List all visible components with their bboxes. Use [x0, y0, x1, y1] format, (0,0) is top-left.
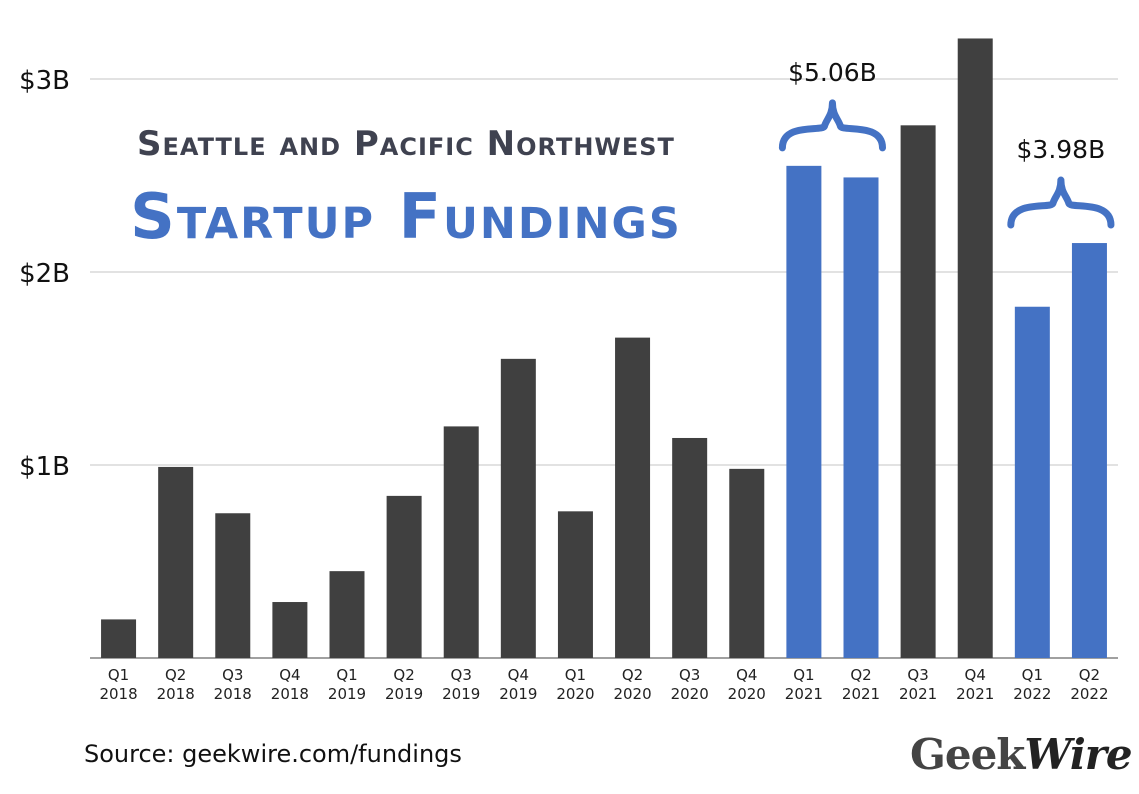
x-tick-label-year: 2019 — [385, 685, 423, 703]
chart-title: Startup Fundings — [130, 180, 682, 253]
bar — [957, 38, 993, 659]
x-tick-label-quarter: Q2 — [393, 666, 414, 684]
y-axis-tick-labels: $1B $2B $3B — [19, 66, 70, 482]
bar — [101, 619, 137, 658]
x-tick-label-quarter: Q2 — [850, 666, 871, 684]
annotation-label: $3.98B — [1017, 135, 1106, 164]
x-tick-label-quarter: Q3 — [907, 666, 928, 684]
bar — [500, 358, 536, 658]
x-tick-label-year: 2019 — [442, 685, 480, 703]
bar — [215, 513, 251, 658]
bar — [272, 602, 308, 658]
x-tick-label-quarter: Q2 — [1079, 666, 1100, 684]
x-tick-label-year: 2021 — [785, 685, 823, 703]
x-tick-label-year: 2019 — [499, 685, 537, 703]
x-tick-label-quarter: Q1 — [336, 666, 357, 684]
x-tick-label-year: 2018 — [99, 685, 137, 703]
x-tick-label-quarter: Q4 — [508, 666, 529, 684]
bar — [1071, 243, 1107, 659]
x-tick-label-quarter: Q1 — [1022, 666, 1043, 684]
x-tick-label-year: 2018 — [157, 685, 195, 703]
y-tick-label: $3B — [19, 66, 70, 96]
bar — [158, 466, 194, 658]
bar — [443, 426, 479, 658]
bar — [329, 571, 365, 658]
x-tick-label-quarter: Q1 — [793, 666, 814, 684]
x-tick-label-year: 2021 — [956, 685, 994, 703]
x-tick-label-quarter: Q1 — [108, 666, 129, 684]
geekwire-logo: GeekWire — [910, 730, 1133, 779]
bar — [672, 437, 708, 658]
y-tick-label: $2B — [19, 259, 70, 289]
logo-text-wire: Wire — [1024, 730, 1132, 779]
x-tick-label-quarter: Q3 — [679, 666, 700, 684]
x-tick-label-year: 2020 — [728, 685, 766, 703]
brace-annotation — [778, 99, 886, 152]
x-tick-label-year: 2022 — [1013, 685, 1051, 703]
logo-text-geek: Geek — [910, 730, 1025, 779]
x-tick-label-year: 2020 — [671, 685, 709, 703]
x-tick-label-quarter: Q4 — [736, 666, 757, 684]
y-tick-label: $1B — [19, 452, 70, 482]
x-tick-label-year: 2020 — [556, 685, 594, 703]
x-tick-label-year: 2020 — [613, 685, 651, 703]
bars — [101, 38, 1107, 659]
source-note: Source: geekwire.com/fundings — [84, 740, 462, 768]
x-tick-label-quarter: Q4 — [965, 666, 986, 684]
x-tick-label-quarter: Q3 — [222, 666, 243, 684]
x-tick-label-year: 2021 — [842, 685, 880, 703]
bar — [786, 165, 822, 658]
bar — [557, 511, 593, 658]
x-tick-label-quarter: Q2 — [622, 666, 643, 684]
bar — [729, 468, 765, 658]
bar — [843, 177, 879, 658]
x-tick-label-quarter: Q3 — [451, 666, 472, 684]
annotations: $5.06B $3.98B — [778, 58, 1115, 229]
x-axis-tick-labels: Q12018Q22018Q32018Q42018Q12019Q22019Q320… — [99, 666, 1108, 703]
bar — [900, 125, 936, 658]
x-tick-label-year: 2021 — [899, 685, 937, 703]
gridlines — [90, 78, 1118, 659]
x-tick-label-year: 2018 — [271, 685, 309, 703]
x-tick-label-quarter: Q1 — [565, 666, 586, 684]
x-tick-label-quarter: Q4 — [279, 666, 300, 684]
chart-subtitle: Seattle and Pacific Northwest — [137, 124, 675, 164]
bar — [615, 337, 651, 658]
x-tick-label-year: 2018 — [214, 685, 252, 703]
annotation-label: $5.06B — [788, 58, 877, 87]
x-tick-label-quarter: Q2 — [165, 666, 186, 684]
bar — [386, 495, 422, 658]
x-tick-label-year: 2019 — [328, 685, 366, 703]
brace-annotation — [1007, 176, 1115, 229]
x-tick-label-year: 2022 — [1070, 685, 1108, 703]
bar — [1014, 306, 1050, 658]
